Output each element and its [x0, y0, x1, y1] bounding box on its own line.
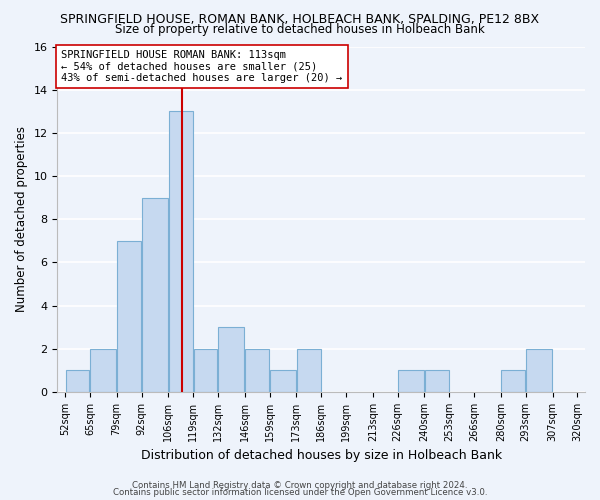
Text: Contains public sector information licensed under the Open Government Licence v3: Contains public sector information licen… — [113, 488, 487, 497]
Bar — [526, 349, 552, 392]
Bar — [270, 370, 296, 392]
Bar — [398, 370, 424, 392]
Bar — [245, 349, 269, 392]
Bar — [218, 328, 244, 392]
Text: Size of property relative to detached houses in Holbeach Bank: Size of property relative to detached ho… — [115, 22, 485, 36]
Text: SPRINGFIELD HOUSE ROMAN BANK: 113sqm
← 54% of detached houses are smaller (25)
4: SPRINGFIELD HOUSE ROMAN BANK: 113sqm ← 5… — [61, 50, 343, 83]
Bar — [142, 198, 168, 392]
Bar — [117, 241, 141, 392]
Text: Contains HM Land Registry data © Crown copyright and database right 2024.: Contains HM Land Registry data © Crown c… — [132, 480, 468, 490]
Text: SPRINGFIELD HOUSE, ROMAN BANK, HOLBEACH BANK, SPALDING, PE12 8BX: SPRINGFIELD HOUSE, ROMAN BANK, HOLBEACH … — [61, 12, 539, 26]
Bar — [65, 370, 89, 392]
Bar — [169, 112, 193, 392]
X-axis label: Distribution of detached houses by size in Holbeach Bank: Distribution of detached houses by size … — [140, 450, 502, 462]
Bar — [297, 349, 321, 392]
Bar — [425, 370, 449, 392]
Bar — [91, 349, 116, 392]
Bar — [194, 349, 217, 392]
Y-axis label: Number of detached properties: Number of detached properties — [15, 126, 28, 312]
Bar — [502, 370, 525, 392]
